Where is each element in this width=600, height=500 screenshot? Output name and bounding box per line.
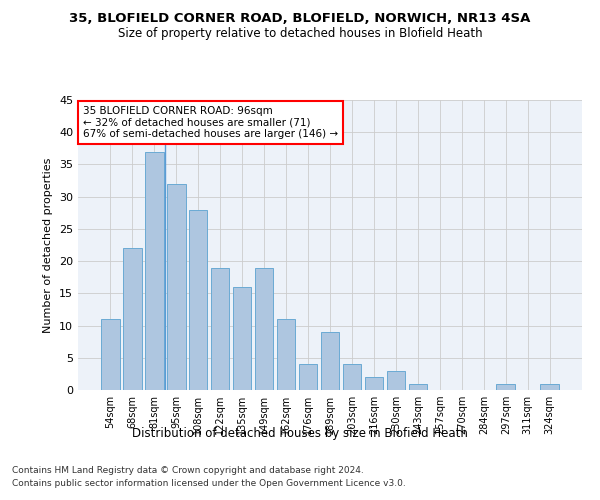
Bar <box>189 210 208 390</box>
Bar <box>409 384 427 390</box>
Bar <box>123 248 142 390</box>
Bar <box>343 364 361 390</box>
Bar <box>101 319 119 390</box>
Text: 35, BLOFIELD CORNER ROAD, BLOFIELD, NORWICH, NR13 4SA: 35, BLOFIELD CORNER ROAD, BLOFIELD, NORW… <box>70 12 530 26</box>
Bar <box>145 152 164 390</box>
Bar <box>386 370 405 390</box>
Text: Distribution of detached houses by size in Blofield Heath: Distribution of detached houses by size … <box>132 428 468 440</box>
Bar <box>211 268 229 390</box>
Bar <box>541 384 559 390</box>
Bar <box>233 287 251 390</box>
Bar <box>496 384 515 390</box>
Text: Contains HM Land Registry data © Crown copyright and database right 2024.: Contains HM Land Registry data © Crown c… <box>12 466 364 475</box>
Bar <box>320 332 340 390</box>
Text: Size of property relative to detached houses in Blofield Heath: Size of property relative to detached ho… <box>118 28 482 40</box>
Y-axis label: Number of detached properties: Number of detached properties <box>43 158 53 332</box>
Bar <box>277 319 295 390</box>
Text: 35 BLOFIELD CORNER ROAD: 96sqm
← 32% of detached houses are smaller (71)
67% of : 35 BLOFIELD CORNER ROAD: 96sqm ← 32% of … <box>83 106 338 139</box>
Bar <box>167 184 185 390</box>
Bar <box>255 268 274 390</box>
Text: Contains public sector information licensed under the Open Government Licence v3: Contains public sector information licen… <box>12 478 406 488</box>
Bar <box>365 377 383 390</box>
Bar <box>299 364 317 390</box>
